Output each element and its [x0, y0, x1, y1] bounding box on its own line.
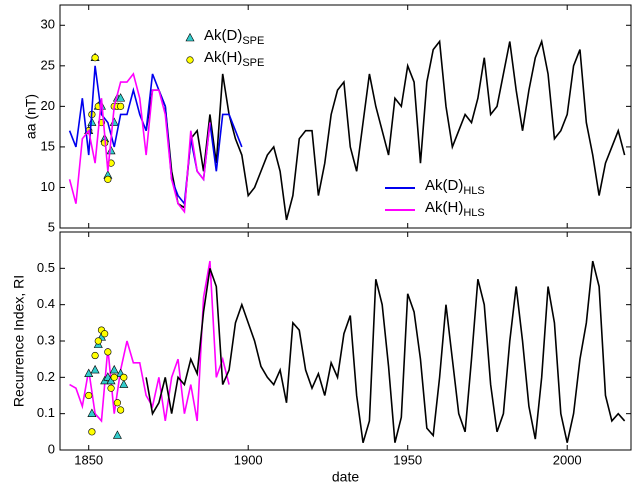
- y-tick-label: 10: [41, 179, 55, 194]
- y-tick-label: 0.5: [37, 260, 55, 275]
- y-tick-label: 5: [48, 219, 55, 234]
- marker-circle: [101, 330, 109, 338]
- data-line: [145, 38, 626, 221]
- legend-subscript: HLS: [463, 207, 484, 219]
- legend-name: Ak(D): [425, 177, 463, 194]
- y-tick-label: 0: [48, 441, 55, 456]
- x-tick-label: 1900: [234, 452, 263, 467]
- marker-circle: [91, 351, 99, 360]
- data-line: [68, 65, 243, 206]
- plot-area: [69, 260, 626, 443]
- marker-circle: [113, 399, 122, 407]
- marker-triangle: [84, 368, 94, 377]
- marker-circle: [117, 406, 125, 414]
- legend-name: Ak(D): [204, 27, 242, 44]
- y-axis-label: Recurrence Index, RI: [11, 275, 27, 407]
- y-axis-label: aa (nT): [23, 94, 39, 139]
- axes-frame: [59, 4, 632, 229]
- marker-circle: [104, 348, 112, 356]
- legend-name: Ak(H): [425, 199, 463, 216]
- y-tick-label: 0.2: [37, 369, 55, 384]
- y-tick-label: 30: [41, 17, 55, 32]
- marker-triangle: [87, 408, 97, 417]
- axes-frame: [59, 231, 632, 451]
- marker-triangle: [87, 117, 97, 126]
- marker-triangle: [116, 93, 126, 102]
- x-tick-label: 1850: [74, 452, 103, 467]
- data-line: [145, 260, 626, 443]
- legend-marker: [185, 32, 195, 42]
- marker-circle: [117, 102, 125, 110]
- marker-circle: [88, 428, 96, 436]
- plot-area: [68, 38, 626, 221]
- marker-circle: [107, 384, 115, 392]
- legend-marker: [186, 56, 194, 64]
- y-tick-label: 15: [41, 138, 55, 153]
- y-tick-label: 0.3: [37, 332, 55, 347]
- legend-name: Ak(H): [204, 49, 242, 66]
- x-tick-label: 1950: [393, 452, 422, 467]
- marker-circle: [91, 54, 99, 62]
- legend-subscript: HLS: [463, 185, 484, 197]
- marker-circle: [94, 337, 102, 345]
- marker-circle: [85, 391, 93, 400]
- y-tick-label: 0.4: [37, 296, 55, 311]
- marker-circle: [104, 175, 112, 183]
- legend-label: Ak(D)HLS: [425, 177, 485, 197]
- marker-circle: [120, 373, 128, 381]
- x-axis-label: date: [332, 469, 359, 485]
- legend-label: Ak(H)SPE: [204, 49, 264, 69]
- legend-subscript: SPE: [242, 57, 264, 69]
- marker-triangle: [90, 364, 100, 374]
- marker-triangle: [109, 364, 119, 374]
- marker-circle: [110, 373, 118, 381]
- legend-label: Ak(H)HLS: [425, 199, 485, 219]
- marker-triangle: [112, 430, 122, 439]
- legend-subscript: SPE: [242, 35, 264, 47]
- marker-triangle: [106, 145, 116, 155]
- marker-triangle: [109, 117, 119, 126]
- y-tick-label: 20: [41, 98, 55, 113]
- x-tick-label: 2000: [553, 452, 582, 467]
- y-tick-label: 25: [41, 57, 55, 72]
- marker-triangle: [119, 379, 129, 388]
- legend-label: Ak(D)SPE: [204, 27, 264, 47]
- y-tick-label: 0.1: [37, 405, 55, 420]
- data-line: [68, 72, 211, 214]
